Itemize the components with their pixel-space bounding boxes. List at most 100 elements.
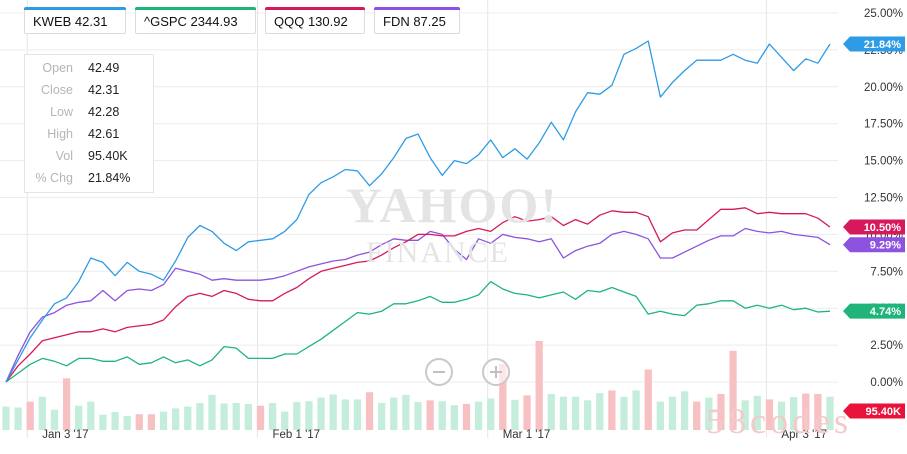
y-tick-label: 12.50% — [864, 193, 903, 205]
y-tick-label: 7.50% — [870, 266, 903, 278]
x-tick-label: Feb 1 '17 — [272, 429, 320, 441]
volume-bar — [232, 403, 240, 430]
volume-bar — [450, 405, 458, 430]
series-line-fdn[interactable] — [5, 227, 831, 383]
data-tooltip: Open 42.49 Close 42.31 Low 42.28 High 42… — [24, 54, 154, 193]
volume-bar — [511, 399, 519, 430]
volume-bar — [14, 407, 22, 430]
volume-bar — [75, 405, 83, 430]
tooltip-row-chg: % Chg 21.84% — [25, 167, 155, 189]
volume-bar — [487, 398, 495, 430]
volume-bar — [499, 364, 507, 430]
volume-bar — [559, 396, 568, 430]
volume-bar — [38, 396, 46, 430]
tooltip-row-open: Open 42.49 — [25, 57, 155, 79]
legend-label: QQQ 130.92 — [274, 14, 348, 29]
volume-bar — [184, 406, 192, 430]
legend-chip-qqq[interactable]: QQQ 130.92 — [265, 7, 365, 34]
volume-bar — [135, 414, 143, 430]
volume-bar — [547, 394, 555, 430]
volume-bar — [680, 391, 689, 430]
tooltip-value: 42.28 — [88, 105, 120, 119]
volume-bar — [159, 411, 168, 430]
volume-bar — [147, 414, 156, 430]
value-tag-label: 95.40K — [866, 406, 902, 418]
volume-bar — [208, 394, 216, 430]
volume-bar — [426, 400, 434, 430]
tooltip-value: 42.31 — [88, 83, 120, 97]
volume-bar — [765, 399, 774, 430]
volume-bar — [317, 397, 325, 430]
volume-bar — [256, 405, 265, 430]
volume-bar — [535, 340, 543, 430]
volume-bar — [741, 400, 749, 430]
volume-bar — [462, 403, 471, 430]
legend-chip-gspc[interactable]: ^GSPC 2344.93 — [135, 7, 256, 34]
volume-bar — [523, 395, 531, 430]
series-line-kweb[interactable] — [5, 40, 831, 383]
volume-bar — [281, 411, 289, 430]
legend-label: ^GSPC 2344.93 — [144, 14, 238, 29]
tooltip-value: 21.84% — [88, 171, 131, 185]
volume-bar — [26, 401, 34, 430]
volume-bar — [62, 378, 71, 430]
volume-bar — [268, 403, 277, 430]
volume-bar — [596, 393, 604, 430]
volume-bar — [50, 409, 59, 430]
value-tag-label: 10.50% — [864, 222, 902, 234]
volume-bar — [584, 400, 592, 430]
y-tick-label: 25.00% — [864, 8, 903, 20]
legend-color-bar — [374, 7, 460, 10]
volume-bar — [111, 412, 119, 430]
legend-chip-kweb[interactable]: KWEB 42.31 — [24, 7, 126, 34]
volume-bar — [99, 414, 107, 430]
tooltip-row-high: High 42.61 — [25, 123, 155, 145]
tooltip-row-close: Close 42.31 — [25, 79, 155, 101]
value-tag-gspc — [843, 303, 905, 319]
volume-bar — [172, 408, 180, 430]
volume-bar — [2, 406, 10, 430]
volume-bar — [777, 401, 786, 430]
volume-bar — [341, 399, 349, 430]
volume-bar — [632, 390, 640, 430]
volume-bar — [729, 350, 737, 430]
volume-bar — [668, 396, 677, 430]
volume-bar — [353, 399, 362, 430]
volume-bar — [438, 401, 446, 430]
tooltip-label: Low — [50, 105, 73, 119]
value-tag-label: 4.74% — [870, 306, 901, 318]
volume-bar — [378, 403, 386, 430]
value-tag-label: 9.29% — [870, 240, 901, 252]
legend-color-bar — [24, 7, 126, 10]
value-tag-kweb — [843, 36, 905, 52]
series-line-qqq[interactable] — [5, 207, 831, 383]
volume-bar — [329, 394, 337, 430]
value-tag-volume — [843, 403, 905, 419]
volume-bar — [693, 401, 701, 430]
zoom-in-button[interactable] — [482, 358, 510, 386]
series-line-gspc[interactable] — [5, 280, 831, 383]
legend-color-bar — [135, 7, 256, 10]
volume-bar — [414, 402, 422, 430]
volume-bar — [402, 394, 410, 430]
tooltip-value: 42.49 — [88, 61, 120, 75]
volume-bar — [790, 397, 798, 430]
tooltip-label: % Chg — [35, 171, 73, 185]
value-tag-qqq — [843, 219, 905, 235]
legend-chip-fdn[interactable]: FDN 87.25 — [374, 7, 460, 34]
zoom-out-button[interactable] — [425, 358, 453, 386]
volume-bar — [244, 403, 252, 430]
tooltip-value: 95.40K — [88, 149, 128, 163]
tooltip-value: 42.61 — [88, 127, 120, 141]
volume-bar — [814, 394, 822, 430]
tooltip-label: Close — [41, 83, 73, 97]
volume-bar — [474, 401, 483, 430]
legend-label: KWEB 42.31 — [33, 14, 108, 29]
volume-bar — [717, 394, 725, 430]
volume-bar — [220, 403, 228, 430]
volume-bar — [802, 393, 810, 430]
volume-bar — [196, 403, 204, 430]
volume-bar — [390, 397, 398, 430]
volume-bar — [87, 401, 95, 430]
tooltip-label: Vol — [55, 149, 73, 163]
